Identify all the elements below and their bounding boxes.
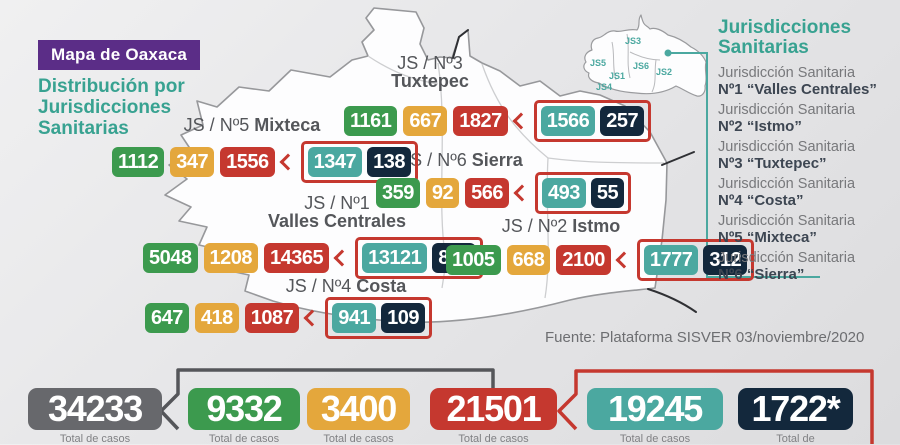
bracket-gray [159, 368, 495, 431]
total-label: Total de casos [323, 433, 394, 445]
value-badge-navy: 312 [703, 245, 748, 275]
source-note: Fuente: Plataforma SISVER 03/noviembre/2… [545, 329, 865, 346]
total-box-teal: 19245 [587, 388, 723, 430]
pointer-chevron-icon [333, 249, 351, 267]
page-subtitle: Distribución por Jurisdicciones Sanitari… [38, 76, 185, 139]
subtitle-line: Jurisdicciones [38, 97, 172, 118]
value-badge-teal: 13121 [362, 243, 428, 273]
value-badge-red: 1827 [453, 106, 508, 136]
total-box-gray: 34233 [28, 388, 162, 430]
legend-item: Jurisdicción Sanitaria Nº3 “Tuxtepec” [718, 139, 856, 172]
region-label-istmo: JS / Nº2 Istmo [501, 216, 621, 236]
pointer-chevron-icon [615, 251, 633, 269]
badge-row-istmo: 1005 668 2100 1777 312 [446, 239, 755, 281]
legend-item: Jurisdicción Sanitaria Nº1 “Valles Centr… [718, 65, 877, 98]
pointer-chevron-icon [512, 112, 530, 130]
value-badge-yellow: 1208 [203, 243, 258, 273]
value-badge-navy: 109 [381, 303, 425, 333]
highlight-group: 493 55 [535, 172, 632, 214]
value-badge-green: 1161 [344, 106, 398, 136]
badge-row-tuxtepec: 1161 667 1827 1566 257 [344, 100, 652, 142]
minimap-label-js2: JS2 [656, 67, 673, 77]
total-label: Total de [776, 433, 815, 445]
state-border-dashes [452, 29, 697, 313]
legend-item: Jurisdicción Sanitaria Nº4 “Costa” [718, 176, 856, 209]
value-badge-teal: 1347 [307, 147, 363, 177]
value-badge-teal: 1566 [540, 106, 596, 136]
legend-connector-line [671, 52, 820, 278]
value-badge-green: 5048 [143, 243, 198, 273]
badge-row-valles-centrales: 5048 1208 14365 13121 851 [143, 237, 484, 279]
highlight-group: 941 109 [325, 297, 432, 339]
minimap-label-js5: JS5 [590, 58, 607, 68]
legend-jurisdicciones: Jurisdicciones Sanitarias Jurisdicción S… [718, 17, 893, 284]
value-badge-red: 1556 [220, 147, 275, 177]
total-box-yellow: 3400 [307, 388, 410, 430]
value-badge-navy: 138 [367, 147, 412, 177]
pointer-chevron-icon [513, 184, 531, 202]
minimap-dot [664, 49, 672, 57]
value-badge-green: 647 [145, 303, 189, 333]
badge-row-costa: 647 418 1087 941 109 [145, 297, 432, 339]
value-badge-green: 1112 [112, 147, 165, 177]
value-badge-red: 14365 [264, 243, 330, 273]
minimap-borders [611, 33, 661, 93]
total-label: Total de casos [59, 433, 131, 445]
badge-row-sierra: 359 92 566 493 55 [376, 172, 632, 214]
value-badge-green: 1005 [446, 245, 501, 275]
badge-row-mixteca: 1112 347 1556 1347 138 [112, 141, 419, 183]
minimap-label-js6: JS6 [633, 61, 650, 71]
legend-item: Jurisdicción Sanitaria Nº5 “Mixteca” [718, 213, 856, 246]
highlight-group: 1777 312 [636, 239, 755, 281]
value-badge-yellow: 347 [170, 147, 215, 177]
region-label-tuxtepec: JS / Nº3 Tuxtepec [391, 53, 469, 91]
value-badge-teal: 1777 [643, 245, 699, 275]
total-box-red: 21501 [430, 388, 557, 430]
pointer-chevron-icon [303, 309, 321, 327]
value-badge-red: 2100 [556, 245, 611, 275]
bracket-red [557, 369, 874, 444]
highlight-group: 1347 138 [300, 141, 419, 183]
subtitle-line: Distribución por [38, 76, 185, 97]
total-label: Total de casos [208, 433, 280, 445]
legend-item: Jurisdicción Sanitaria Nº6 “Sierra” [718, 250, 856, 283]
total-label: Total de casos [458, 433, 529, 445]
minimap-label-js1: JS1 [609, 71, 626, 81]
total-box-green: 9332 [188, 388, 300, 430]
value-badge-red: 566 [465, 178, 509, 208]
value-badge-yellow: 92 [425, 178, 460, 208]
total-label: Total de casos [619, 433, 691, 445]
value-badge-red: 1087 [244, 303, 300, 333]
total-box-navy: 1722* [738, 388, 853, 430]
highlight-group: 1566 257 [533, 100, 652, 142]
subtitle-line: Sanitarias [38, 118, 129, 139]
value-badge-teal: 941 [332, 303, 377, 333]
region-label-valles-centrales: JS / Nº1 Valles Centrales [267, 193, 407, 231]
value-badge-navy: 55 [590, 178, 625, 208]
value-badge-teal: 493 [542, 178, 586, 208]
region-label-costa: JS / Nº4 Costa [285, 276, 407, 296]
value-badge-green: 359 [376, 178, 420, 208]
legend-title: Jurisdicciones Sanitarias [718, 17, 852, 58]
region-label-sierra: JS / Nº6 Sierra [401, 150, 523, 170]
value-badge-yellow: 418 [194, 303, 239, 333]
value-badge-navy: 257 [600, 106, 645, 136]
minimap-label-js3: JS3 [625, 36, 642, 46]
page-title: Mapa de Oaxaca [38, 40, 201, 70]
legend-item: Jurisdicción Sanitaria Nº2 “Istmo” [718, 102, 856, 135]
pointer-chevron-icon [279, 153, 297, 171]
value-badge-yellow: 668 [506, 245, 551, 275]
region-label-mixteca: JS / Nº5 Mixteca [183, 115, 321, 135]
minimap-label-js4: JS4 [596, 82, 613, 92]
value-badge-yellow: 667 [403, 106, 448, 136]
